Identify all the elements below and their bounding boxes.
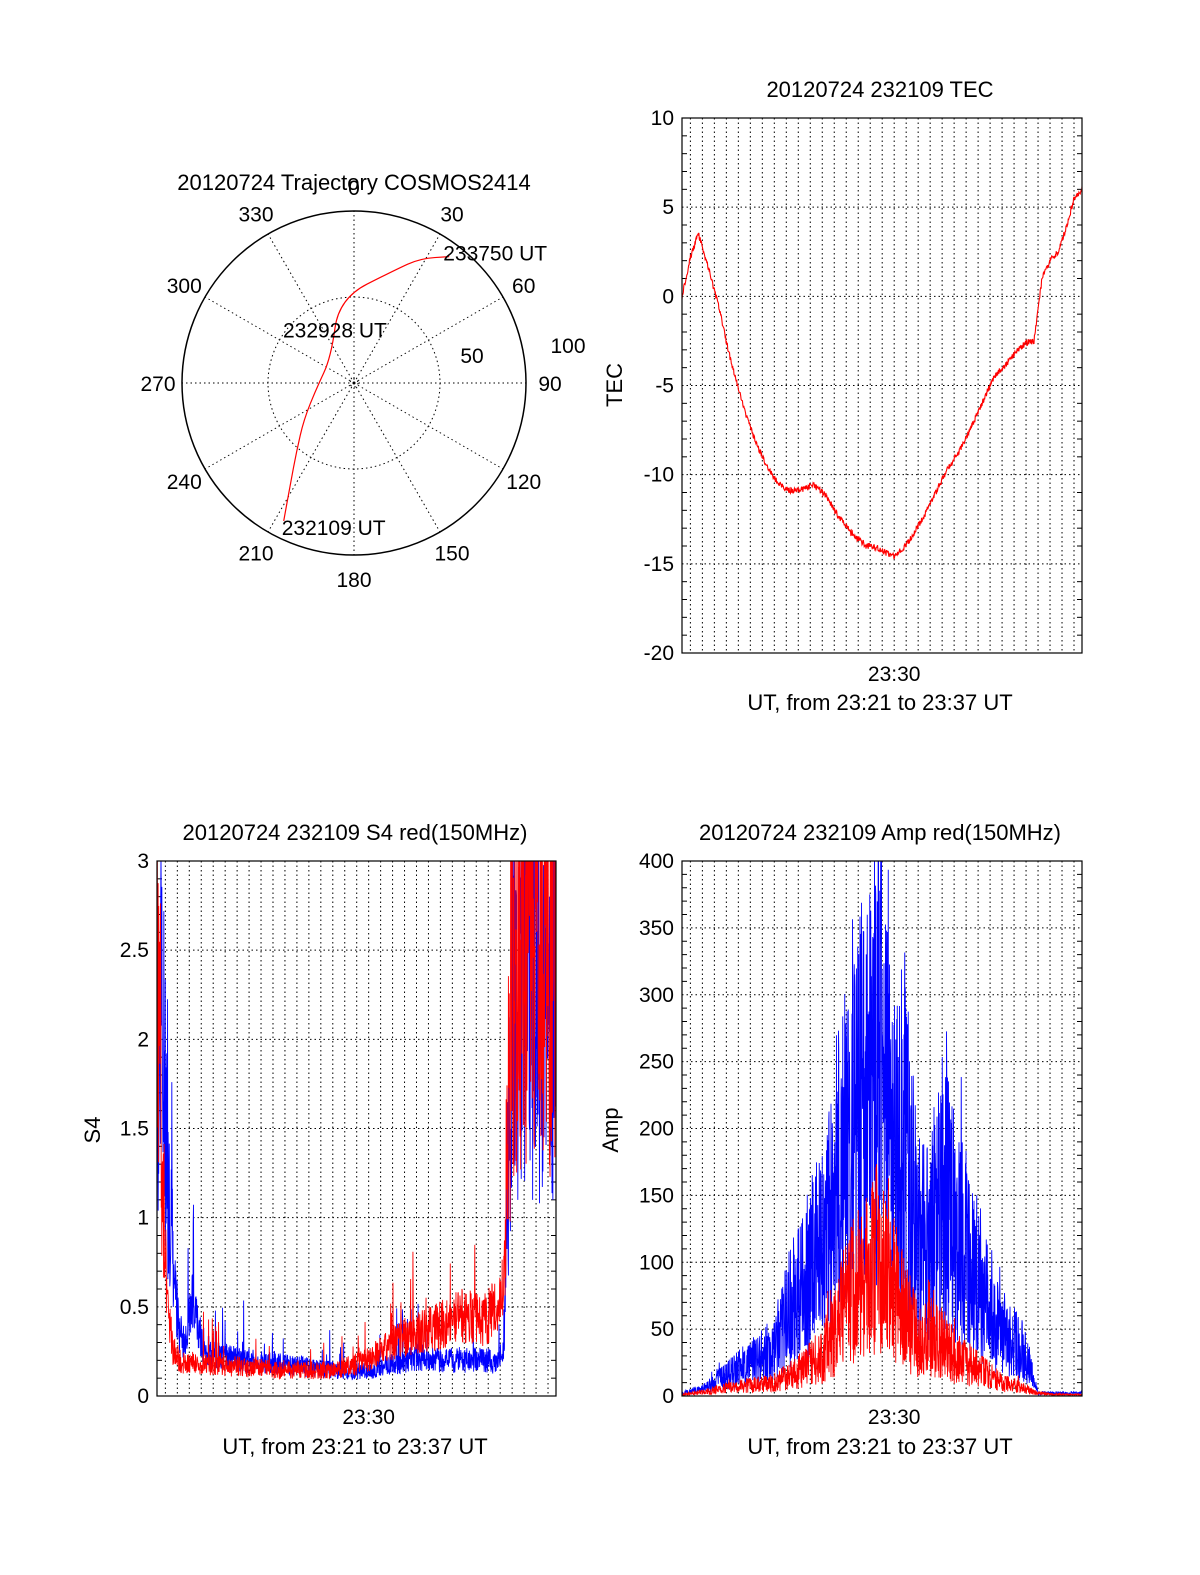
- polar-angle-label: 330: [238, 203, 273, 226]
- polar-spoke: [204, 296, 355, 384]
- polar-trajectory-line: [283, 256, 450, 522]
- x-tick-labels: 23:30: [342, 1406, 395, 1429]
- y-tick-labels: 10 5 0 -5 -10 -15 -20: [644, 107, 674, 665]
- polar-spoke: [267, 382, 355, 533]
- polar-angle-label: 210: [238, 543, 273, 566]
- polar-spoke: [353, 382, 504, 470]
- series-line: [157, 861, 556, 1381]
- series-line: [682, 861, 1082, 1396]
- y-tick-label: 400: [639, 850, 674, 873]
- polar-angle-label: 60: [512, 275, 535, 298]
- polar-angle-labels: 0 30 60 90 120 150 180 210 240 270 300 330: [140, 177, 561, 592]
- polar-annotations: 233750 UT 232928 UT 232109 UT: [282, 243, 548, 540]
- y-tick-label: 2: [137, 1028, 149, 1051]
- s4-chart: 20120724 232109 S4 red(150MHz) 3 2.5 2 1.5 1…: [80, 820, 557, 1459]
- y-tick-label: 50: [651, 1318, 674, 1341]
- s4-title: 20120724 232109 S4 red(150MHz): [183, 820, 528, 845]
- plot-frame: [681, 860, 1083, 1397]
- x-tick-label: 23:30: [868, 663, 921, 686]
- tec-ylabel: TEC: [602, 363, 627, 407]
- plot-series: [157, 861, 556, 1381]
- x-tick-label: 23:30: [342, 1406, 395, 1429]
- y-tick-label: 0.5: [120, 1296, 149, 1319]
- amp-ylabel: Amp: [598, 1107, 623, 1152]
- polar-angle-label: 300: [167, 275, 202, 298]
- y-tick-label: -20: [644, 642, 674, 665]
- y-tick-label: 350: [639, 917, 674, 940]
- polar-spoke: [204, 382, 355, 470]
- plot-frame: [156, 860, 557, 1397]
- polar-trajectory-series: [283, 256, 450, 522]
- polar-spoke: [353, 382, 441, 533]
- y-tick-label: 200: [639, 1118, 674, 1141]
- y-tick-label: 150: [639, 1184, 674, 1207]
- y-tick-label: 5: [662, 196, 674, 219]
- y-tick-label: 3: [137, 850, 149, 873]
- y-tick-label: -15: [644, 553, 674, 576]
- s4-ylabel: S4: [80, 1117, 105, 1144]
- polar-angle-label: 270: [140, 373, 175, 396]
- polar-radial-label: 50: [460, 345, 483, 368]
- amp-chart: 20120724 232109 Amp red(150MHz) 400 350 30…: [598, 820, 1083, 1459]
- polar-center-mark: [349, 378, 359, 388]
- polar-annotation: 233750 UT: [443, 243, 547, 266]
- y-tick-label: 300: [639, 984, 674, 1007]
- y-tick-label: 2.5: [120, 939, 149, 962]
- polar-spoke: [267, 233, 355, 384]
- polar-radial-labels: 50 100: [460, 335, 585, 368]
- s4-plot-area: 3 2.5 2 1.5 1 0.5 0 23:30: [120, 850, 557, 1429]
- series-line: [682, 186, 1082, 560]
- polar-angle-label: 150: [434, 543, 469, 566]
- polar-angle-label: 90: [538, 373, 561, 396]
- polar-angle-label: 30: [440, 203, 463, 226]
- x-tick-labels: 23:30: [868, 1406, 921, 1429]
- polar-angle-label: 0: [348, 177, 360, 200]
- y-tick-label: -10: [644, 464, 674, 487]
- plot-frame: [681, 117, 1083, 654]
- y-tick-label: 100: [639, 1251, 674, 1274]
- polar-angle-label: 240: [167, 471, 202, 494]
- tec-title: 20120724 232109 TEC: [766, 77, 993, 102]
- plot-series: [682, 186, 1082, 560]
- x-tick-labels: 23:30: [868, 663, 921, 686]
- polar-angle-label: 120: [506, 471, 541, 494]
- polar-annotation: 232109 UT: [282, 517, 386, 540]
- polar-grid: [181, 210, 527, 556]
- y-tick-labels: 400 350 300 250 200 150 100 50 0: [639, 850, 674, 1408]
- polar-radial-label: 100: [550, 335, 585, 358]
- y-tick-label: 0: [662, 1385, 674, 1408]
- polar-annotation: 232928 UT: [283, 319, 387, 342]
- y-tick-label: 250: [639, 1051, 674, 1074]
- y-tick-label: -5: [655, 375, 674, 398]
- amp-xlabel: UT, from 23:21 to 23:37 UT: [747, 1434, 1012, 1459]
- tec-plot-area: 10 5 0 -5 -10 -15 -20 23:30: [644, 107, 1083, 686]
- y-tick-labels: 3 2.5 2 1.5 1 0.5 0: [120, 850, 149, 1408]
- s4-xlabel: UT, from 23:21 to 23:37 UT: [222, 1434, 487, 1459]
- tec-xlabel: UT, from 23:21 to 23:37 UT: [747, 690, 1012, 715]
- y-tick-label: 0: [137, 1385, 149, 1408]
- amp-title: 20120724 232109 Amp red(150MHz): [699, 820, 1061, 845]
- y-tick-label: 10: [651, 107, 674, 130]
- plot-series: [682, 861, 1082, 1396]
- polar-angle-label: 180: [336, 569, 371, 592]
- x-tick-label: 23:30: [868, 1406, 921, 1429]
- tec-chart: 20120724 232109 TEC 10 5 0 -5 -10 -15 -20 23:30…: [602, 77, 1083, 715]
- y-tick-label: 1.5: [120, 1118, 149, 1141]
- polar-trajectory-chart: 20120724 Trajectory COSMOS2414 0 30 60 90 12…: [140, 170, 585, 592]
- y-tick-label: 0: [662, 285, 674, 308]
- polar-spoke: [353, 296, 504, 384]
- plot-grid: [682, 118, 1082, 653]
- y-tick-label: 1: [137, 1207, 149, 1230]
- polar-title: 20120724 Trajectory COSMOS2414: [177, 170, 530, 195]
- series-line: [682, 1164, 1082, 1396]
- polar-spoke: [353, 233, 441, 384]
- amp-plot-area: 400 350 300 250 200 150 100 50 0 23:30: [639, 850, 1083, 1429]
